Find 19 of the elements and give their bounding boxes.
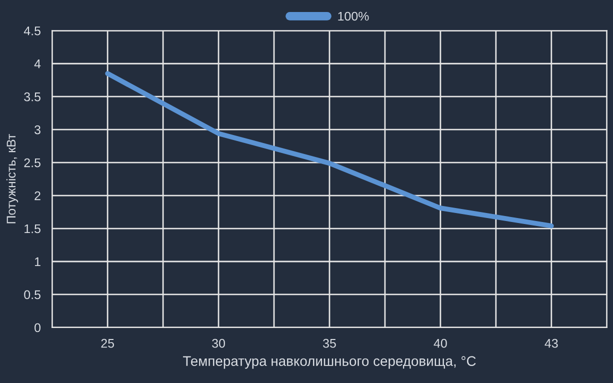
- y-tick-label: 2: [34, 191, 40, 200]
- y-axis-title: Потужність, кВт: [6, 134, 18, 224]
- y-tick-label: 0: [34, 323, 41, 332]
- y-tick-label: 1.5: [24, 224, 40, 234]
- y-tick-label: 0.5: [24, 290, 40, 300]
- y-tick-label: 4: [34, 60, 41, 68]
- x-tick-label: 25: [101, 338, 114, 348]
- y-tick-label: 4.5: [24, 26, 40, 36]
- line-series: [105, 71, 554, 228]
- y-tick-label: 3: [34, 125, 40, 134]
- x-tick-label: 40: [434, 338, 447, 348]
- y-tick-label: 2.5: [24, 158, 40, 168]
- x-tick-label: 30: [212, 338, 225, 348]
- x-tick-label: 43: [544, 338, 558, 348]
- legend-label: 100%: [338, 12, 369, 21]
- x-tick-label: 35: [323, 338, 336, 348]
- y-tick-label: 1: [34, 257, 40, 266]
- y-tick-label: 3.5: [24, 92, 40, 102]
- x-axis-title: Температура навколишнього середовища, °C: [183, 356, 476, 369]
